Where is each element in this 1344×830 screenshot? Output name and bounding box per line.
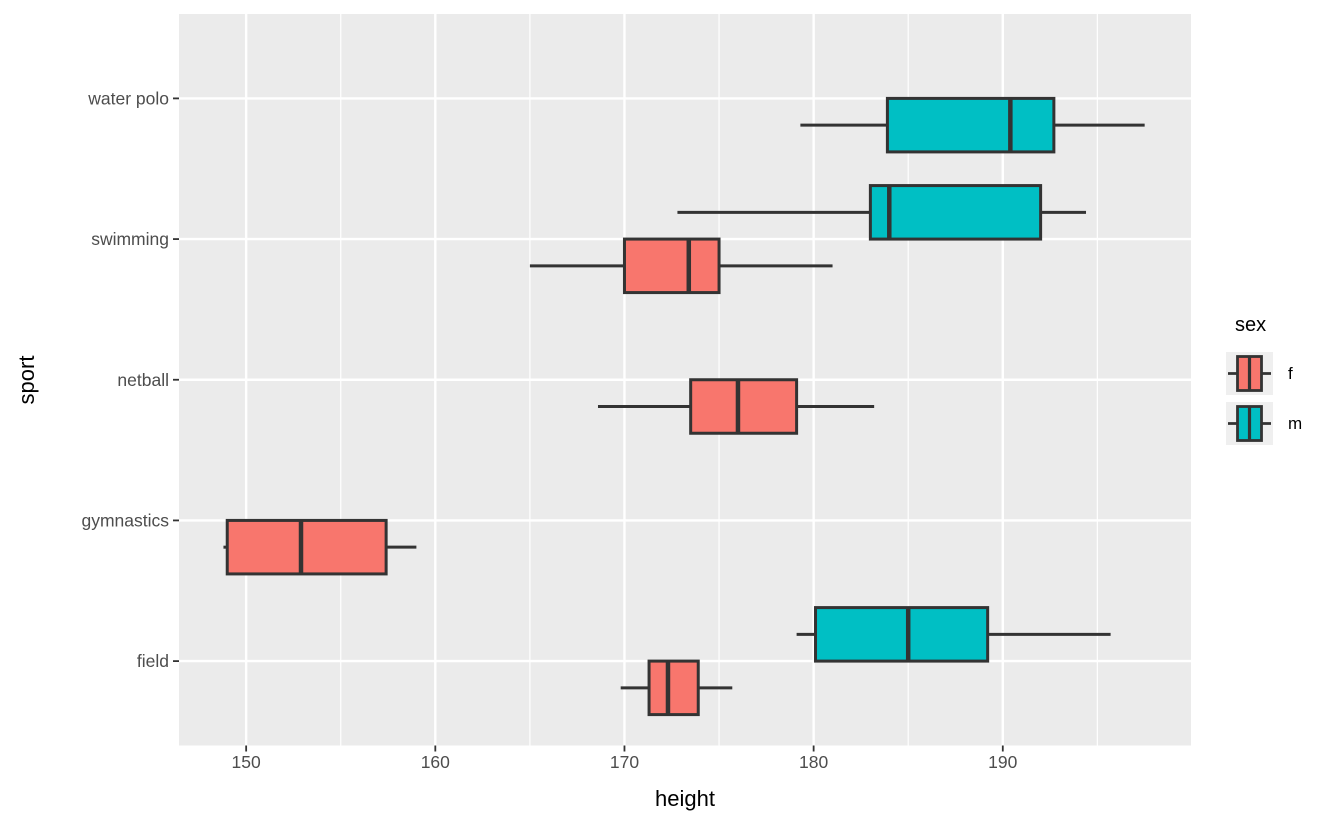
legend-entry-label: f — [1288, 363, 1293, 383]
box-field-m — [814, 606, 990, 663]
boxplot-glyph-icon — [1228, 355, 1271, 392]
legend-entry-m: m — [1226, 402, 1344, 445]
box-gymnastics-f — [225, 518, 388, 576]
legend-key-f — [1226, 352, 1273, 395]
box-netball-f — [689, 378, 799, 435]
y-tick-label: field — [137, 651, 169, 671]
x-tick-label: 160 — [421, 752, 450, 772]
boxplot-glyph-icon — [1228, 405, 1271, 442]
y-tick-label: swimming — [91, 229, 169, 249]
box-field-f — [647, 659, 700, 717]
x-tick-label: 150 — [232, 752, 261, 772]
y-tick-label: gymnastics — [81, 510, 169, 530]
y-axis-title: sport — [14, 355, 39, 405]
box-swimming-f — [622, 237, 721, 295]
x-tick-label: 190 — [988, 752, 1017, 772]
x-tick-label: 170 — [610, 752, 639, 772]
y-tick-label: netball — [117, 370, 169, 390]
legend-key-m — [1226, 402, 1273, 445]
x-axis-title: height — [655, 786, 715, 811]
box-swimming-m — [868, 184, 1043, 241]
y-tick-label: water polo — [87, 88, 169, 108]
legend-entry-f: f — [1226, 352, 1344, 395]
legend-title: sex — [1235, 314, 1267, 336]
box-water-polo-m — [885, 96, 1056, 154]
legend-entry-label: m — [1288, 413, 1303, 433]
x-tick-label: 180 — [799, 752, 828, 772]
